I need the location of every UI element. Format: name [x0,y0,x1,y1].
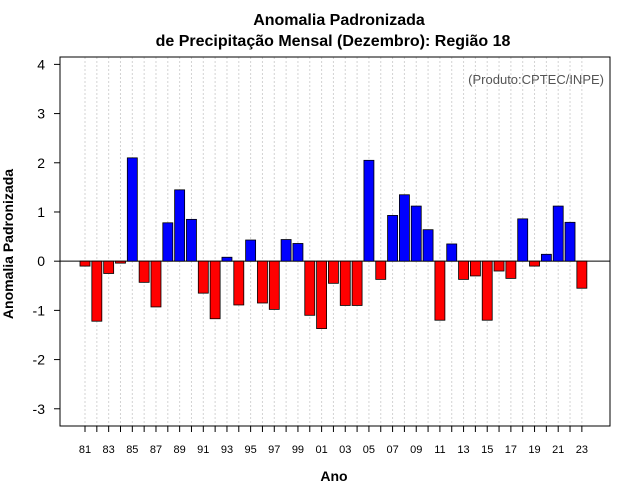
bar-1993 [221,256,233,262]
bar-2004 [351,260,363,306]
bar-1998 [280,239,292,262]
bar-1994 [233,260,245,306]
y-tick-label: 3 [37,106,45,122]
bar-2018 [517,218,529,262]
bar-2011 [434,260,446,321]
x-tick-label: 05 [363,444,375,456]
y-tick-label: -3 [33,401,46,417]
bar-2001 [316,260,328,329]
x-tick-label: 13 [457,444,469,456]
x-tick-label: 97 [268,444,280,456]
x-tick-label: 91 [197,444,209,456]
x-tick-label: 83 [103,444,115,456]
bar-1992 [209,260,221,320]
y-tick-label: -1 [33,302,46,318]
chart-subtitle: de Precipitação Mensal (Dezembro): Regiã… [156,33,511,50]
bar-series [79,157,588,329]
bar-2002 [328,260,339,284]
x-tick-label: 95 [244,444,256,456]
bar-1995 [245,239,257,262]
x-tick-label: 87 [150,444,162,456]
y-tick-label: 1 [37,204,45,220]
bar-1988 [162,222,174,262]
x-tick-label: 15 [481,444,493,456]
x-tick-label: 21 [552,444,564,456]
bar-2015 [481,260,493,321]
bar-1990 [186,218,197,262]
bar-2019 [529,260,540,267]
bar-2016 [493,260,505,272]
bar-1987 [150,260,162,308]
x-tick-label: 99 [292,444,304,456]
x-tick-label: 81 [79,444,91,456]
y-tick-label: 2 [37,155,45,171]
x-tick-label: 01 [315,444,327,456]
bar-2022 [564,221,576,262]
bar-2005 [363,159,375,262]
y-tick-label: -2 [33,352,46,368]
x-axis: 81 83 85 87 89 91 93 95 97 99 01 03 05 07 09 11 13 15 17 19… [79,426,588,456]
plot-frame [59,56,611,427]
grid-lines [84,57,583,426]
bar-1991 [197,260,209,294]
x-tick-label: 93 [221,444,233,456]
bar-1986 [138,260,150,283]
x-tick-label: 17 [505,444,517,456]
bar-2000 [304,260,316,316]
bar-2009 [410,205,422,262]
bar-1989 [174,189,186,262]
x-tick-label: 85 [126,444,138,456]
y-tick-label: 4 [37,56,45,72]
x-tick-label: 19 [528,444,540,456]
bar-2020 [540,253,552,262]
bar-2003 [339,260,351,306]
x-tick-label: 07 [386,444,398,456]
chart-title: Anomalia Padronizada [253,12,425,29]
bar-2006 [375,260,387,280]
bar-1983 [103,260,115,274]
bar-2021 [552,205,564,262]
credit-label: (Produto:CPTEC/INPE) [468,72,604,87]
y-axis: -3 -2 -1 0 1 2 3 4 [33,56,60,417]
y-axis-title: Anomalia Padronizada [0,169,16,319]
bar-2014 [469,260,481,277]
bar-2013 [458,260,469,280]
x-tick-label: 09 [410,444,422,456]
bar-1984 [115,260,126,264]
x-tick-label: 11 [434,444,445,456]
bar-1996 [257,260,268,304]
x-tick-label: 23 [576,444,588,456]
y-tick-label: 0 [37,253,45,269]
bar-2010 [422,229,434,262]
bar-1985 [126,157,138,262]
x-tick-label: 03 [339,444,351,456]
bar-1999 [292,243,304,262]
bar-1997 [268,260,280,310]
bar-2007 [387,215,398,262]
bar-2008 [399,194,410,262]
bar-2012 [446,243,458,262]
bar-1982 [91,260,103,322]
x-axis-title: Ano [320,468,347,484]
bar-1981 [79,260,91,267]
bar-2017 [505,260,517,279]
bar-2023 [576,260,588,289]
x-tick-label: 89 [174,444,186,456]
